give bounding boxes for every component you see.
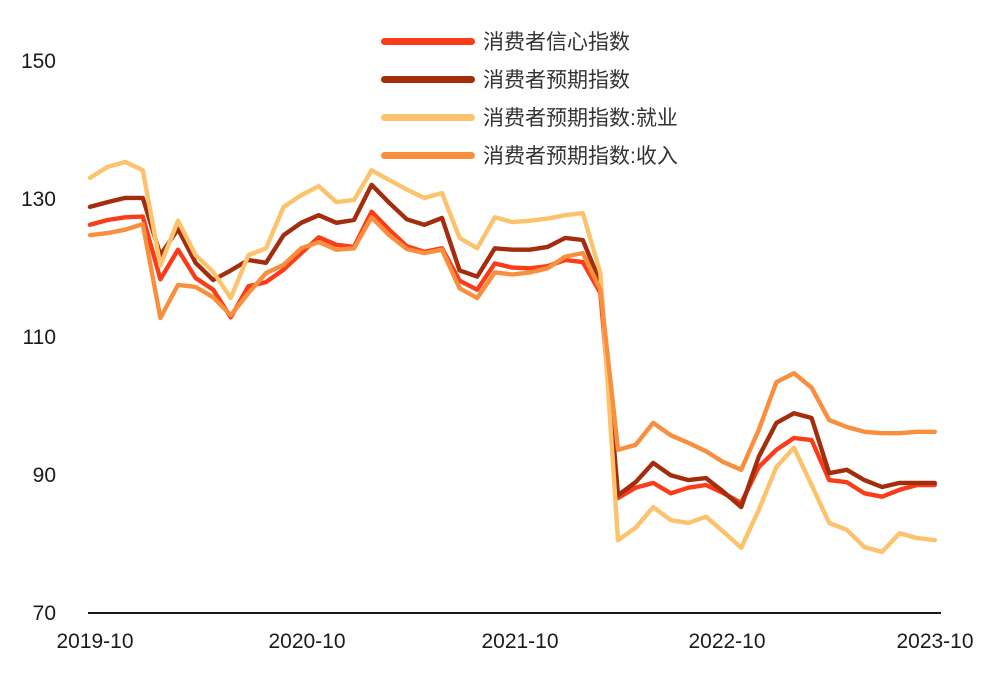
- series-line-1: [87, 182, 937, 510]
- x-axis-line: [88, 612, 941, 614]
- x-tick-label: 2021-10: [481, 630, 559, 653]
- y-tick-label: 90: [32, 464, 56, 487]
- series-line-0: [87, 209, 937, 506]
- legend-label: 消费者预期指数:就业: [483, 107, 678, 130]
- legend: 消费者信心指数 消费者预期指数消费者预期指数:就业 消费者预期指数:收入: [381, 22, 678, 174]
- legend-swatch-icon: [381, 151, 475, 159]
- y-tick-label: 150: [20, 50, 56, 73]
- series-line-3: [87, 215, 937, 472]
- legend-label: 消费者预期指数:收入: [483, 145, 678, 168]
- legend-item-3: 消费者预期指数:收入: [381, 136, 678, 174]
- y-tick-label: 130: [20, 188, 56, 211]
- legend-item-1: 消费者预期指数: [381, 60, 678, 98]
- legend-item-0: 消费者信心指数: [381, 22, 678, 60]
- x-tick-label: 2023-10: [896, 630, 974, 653]
- legend-label: 消费者预期指数: [483, 69, 630, 92]
- x-tick-label: 2019-10: [56, 630, 134, 653]
- legend-label: 消费者信心指数: [483, 31, 630, 54]
- legend-swatch-icon: [381, 113, 475, 121]
- x-tick-label: 2022-10: [688, 630, 766, 653]
- x-tick-label: 2020-10: [268, 630, 346, 653]
- series-line-2: [87, 159, 937, 555]
- y-tick-label: 110: [22, 326, 56, 349]
- legend-swatch-icon: [381, 75, 475, 83]
- y-tick-label: 70: [32, 602, 56, 625]
- legend-item-2: 消费者预期指数:就业: [381, 98, 678, 136]
- legend-swatch-icon: [381, 37, 475, 45]
